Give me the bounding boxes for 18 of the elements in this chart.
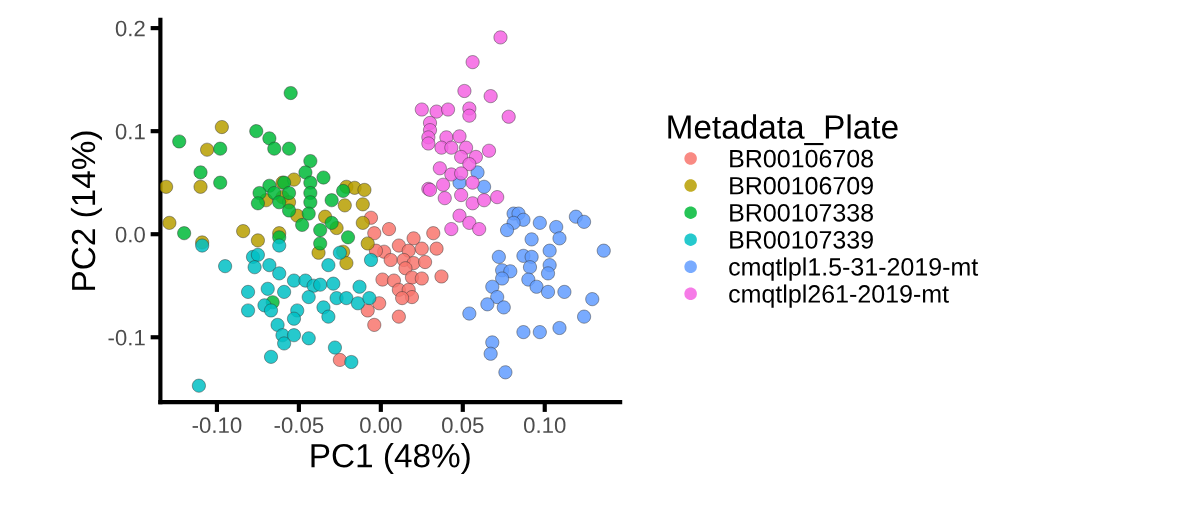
legend-label: BR00106708 [730, 149, 873, 168]
x-tick-label: -0.05 [274, 417, 324, 434]
y-axis-title: PC2 (14%) [70, 131, 102, 290]
y-tick-label: 0.1 [115, 123, 145, 140]
x-tick-label: 0.00 [360, 417, 402, 434]
x-tick-label: -0.10 [192, 417, 242, 434]
legend-label: BR00107338 [730, 203, 873, 222]
y-tick-label: 0.2 [115, 20, 145, 37]
legend-title: Metadata_Plate [668, 114, 898, 146]
y-tick-label: 0.0 [115, 226, 145, 243]
legend-label: BR00107339 [730, 230, 873, 249]
x-axis-title: PC1 (48%) [311, 443, 470, 475]
y-tick-label: -0.1 [108, 329, 145, 346]
x-tick-label: 0.10 [523, 417, 566, 434]
legend-label: BR00106709 [730, 176, 873, 195]
x-tick-label: 0.05 [442, 417, 484, 434]
legend-label: cmqtlpl261-2019-mt [729, 284, 949, 308]
legend-label: cmqtlpl1.5-31-2019-mt [729, 257, 979, 281]
